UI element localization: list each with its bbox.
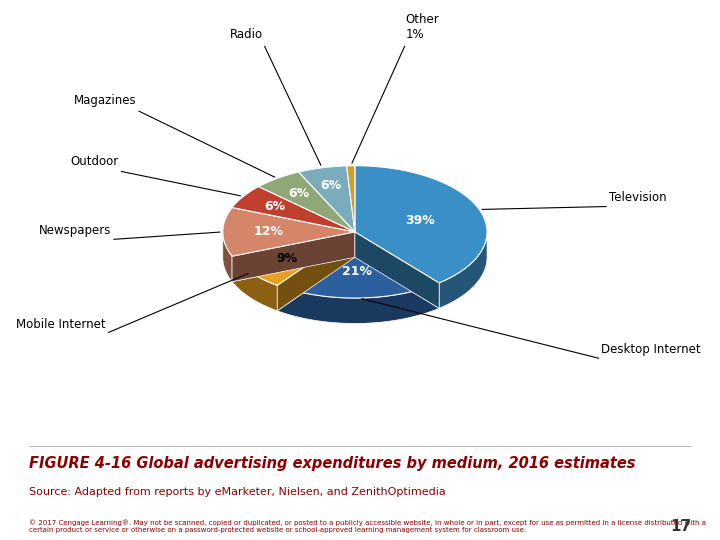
Polygon shape bbox=[277, 283, 439, 323]
Polygon shape bbox=[299, 166, 355, 232]
Text: Outdoor: Outdoor bbox=[71, 156, 119, 168]
Polygon shape bbox=[439, 232, 487, 308]
Text: 6%: 6% bbox=[289, 187, 310, 200]
Polygon shape bbox=[277, 232, 439, 298]
Polygon shape bbox=[222, 232, 232, 282]
Text: 12%: 12% bbox=[254, 225, 284, 238]
Text: Desktop Internet: Desktop Internet bbox=[601, 343, 701, 356]
Polygon shape bbox=[232, 232, 355, 282]
Polygon shape bbox=[232, 232, 355, 282]
Text: 6%: 6% bbox=[320, 179, 342, 192]
Text: Source: Adapted from reports by eMarketer, Nielsen, and ZenithOptimedia: Source: Adapted from reports by eMarkete… bbox=[29, 487, 446, 497]
Text: 6%: 6% bbox=[264, 200, 285, 213]
Polygon shape bbox=[232, 232, 355, 286]
Text: Television: Television bbox=[609, 191, 667, 204]
Text: Newspapers: Newspapers bbox=[39, 224, 111, 237]
Polygon shape bbox=[232, 256, 277, 311]
Text: 9%: 9% bbox=[276, 252, 297, 265]
Polygon shape bbox=[355, 166, 487, 283]
Text: 17: 17 bbox=[670, 519, 691, 535]
Text: Mobile Internet: Mobile Internet bbox=[17, 318, 106, 331]
Polygon shape bbox=[355, 232, 439, 308]
Polygon shape bbox=[355, 232, 439, 308]
Polygon shape bbox=[222, 207, 355, 256]
Text: Other
1%: Other 1% bbox=[406, 14, 439, 41]
Text: 39%: 39% bbox=[405, 214, 434, 227]
Text: FIGURE 4-16 Global advertising expenditures by medium, 2016 estimates: FIGURE 4-16 Global advertising expenditu… bbox=[29, 456, 635, 471]
Polygon shape bbox=[346, 166, 355, 232]
Polygon shape bbox=[277, 232, 355, 311]
Text: Magazines: Magazines bbox=[73, 94, 136, 107]
Polygon shape bbox=[258, 172, 355, 232]
Text: 21%: 21% bbox=[343, 265, 372, 278]
Text: Other: Other bbox=[406, 28, 439, 41]
Text: © 2017 Cengage Learning®. May not be scanned, copied or duplicated, or posted to: © 2017 Cengage Learning®. May not be sca… bbox=[29, 519, 706, 533]
Text: Radio: Radio bbox=[230, 28, 264, 41]
Polygon shape bbox=[277, 232, 355, 311]
Polygon shape bbox=[232, 187, 355, 232]
